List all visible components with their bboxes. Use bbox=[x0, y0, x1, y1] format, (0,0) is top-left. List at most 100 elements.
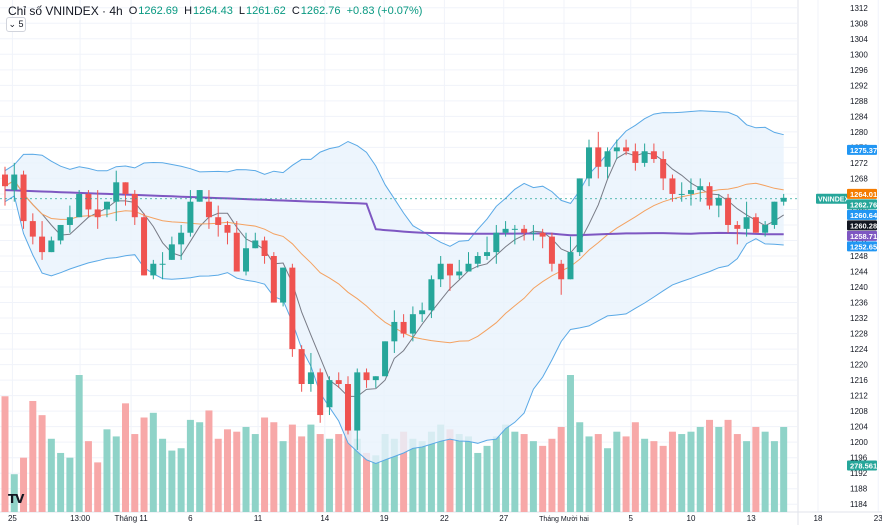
volume-bar bbox=[427, 431, 435, 512]
volume-bar bbox=[307, 424, 315, 512]
y-tick-label: 1268 bbox=[850, 174, 868, 183]
volume-bar bbox=[613, 431, 621, 512]
candle-body bbox=[150, 263, 157, 276]
price-axis-label bbox=[847, 230, 877, 241]
candle-body bbox=[465, 263, 472, 272]
candle-body bbox=[113, 182, 120, 202]
y-tick-label: 1188 bbox=[850, 485, 868, 494]
volume-bar bbox=[594, 434, 602, 512]
candle-body bbox=[363, 372, 370, 381]
price-axis-label-text: 1260.28 bbox=[850, 221, 877, 230]
candle-body bbox=[762, 224, 769, 233]
candle-body bbox=[168, 244, 175, 260]
price-axis-label-text: 1260.64 bbox=[850, 211, 878, 220]
volume-bar bbox=[539, 445, 547, 512]
candle-body bbox=[558, 263, 565, 280]
candle-body bbox=[344, 384, 351, 431]
candle-body bbox=[446, 263, 453, 276]
candle-body bbox=[697, 186, 704, 191]
volume-bar bbox=[1, 396, 9, 512]
candle-body bbox=[780, 197, 787, 202]
volume-bar bbox=[29, 400, 37, 512]
candle-body bbox=[289, 267, 296, 350]
volume-bar bbox=[149, 412, 157, 512]
y-tick-label: 1240 bbox=[850, 283, 868, 292]
y-tick-label: 1184 bbox=[850, 500, 868, 509]
candle-body bbox=[57, 224, 64, 241]
candle-body bbox=[530, 232, 537, 234]
tradingview-logo[interactable]: TV bbox=[8, 492, 24, 506]
volume-bar bbox=[103, 429, 111, 512]
volume-bar bbox=[696, 426, 704, 512]
candle-body bbox=[484, 252, 491, 256]
candle-body bbox=[141, 217, 148, 276]
candle-body bbox=[307, 372, 314, 384]
volume-bar bbox=[66, 457, 74, 512]
x-tick-label: 13:00 bbox=[70, 514, 91, 523]
volume-bar bbox=[251, 434, 259, 512]
candle-body bbox=[428, 279, 435, 311]
high-value: 1264.43 bbox=[193, 5, 233, 17]
candle-body bbox=[326, 380, 333, 408]
chart-legend: Chỉ số VNINDEX · 4h O1262.69 H1264.43 L1… bbox=[8, 4, 425, 18]
y-tick-label: 1224 bbox=[850, 345, 868, 354]
volume-bar bbox=[557, 426, 565, 512]
y-tick-label: 1236 bbox=[850, 299, 868, 308]
candle-body bbox=[752, 217, 759, 233]
volume-bar bbox=[38, 415, 46, 512]
y-tick-label: 1228 bbox=[850, 330, 868, 339]
x-tick-label: 23 bbox=[874, 514, 882, 523]
volume-bar bbox=[733, 434, 741, 512]
x-tick-label: 25 bbox=[8, 514, 17, 523]
x-tick-label: 18 bbox=[814, 514, 823, 523]
candle-body bbox=[493, 232, 500, 253]
x-tick-label: 5 bbox=[628, 514, 633, 523]
price-axis-label-text: 1275.37 bbox=[850, 146, 877, 155]
symbol-title[interactable]: Chỉ số VNINDEX · 4h bbox=[8, 4, 123, 18]
candle-body bbox=[660, 159, 667, 179]
volume-bar bbox=[316, 434, 324, 512]
volume-bar bbox=[390, 438, 398, 512]
change-value: +0.83 (+0.07%) bbox=[346, 5, 423, 17]
volume-bar bbox=[492, 436, 500, 512]
candle-body bbox=[354, 372, 361, 431]
price-axis-label bbox=[847, 144, 877, 155]
volume-bar bbox=[761, 431, 769, 512]
candle-body bbox=[372, 376, 379, 381]
candle-body bbox=[122, 182, 129, 194]
candle-body bbox=[669, 178, 676, 194]
volume-bar bbox=[205, 410, 213, 512]
volume-bar bbox=[585, 436, 593, 512]
candle-body bbox=[224, 224, 231, 233]
volume-bar bbox=[381, 434, 389, 512]
candle-body bbox=[261, 240, 268, 256]
candle-body bbox=[298, 349, 305, 384]
collapse-indicators-button[interactable]: ⌄ 5 bbox=[6, 17, 26, 32]
volume-bar bbox=[743, 441, 751, 512]
y-tick-label: 1204 bbox=[850, 423, 868, 432]
volume-bar bbox=[75, 375, 83, 512]
volume-bar bbox=[437, 424, 445, 512]
y-tick-label: 1212 bbox=[850, 392, 868, 401]
volume-bar bbox=[446, 429, 454, 512]
y-tick-label: 1208 bbox=[850, 407, 868, 416]
open-label: O bbox=[128, 5, 138, 17]
candle-body bbox=[641, 151, 648, 163]
volume-bar bbox=[112, 436, 120, 512]
open-value: 1262.69 bbox=[138, 5, 179, 17]
y-tick-label: 1292 bbox=[850, 81, 868, 90]
volume-bar bbox=[520, 434, 528, 512]
candle-body bbox=[215, 217, 222, 225]
price-axis-label-text: 1262.76 bbox=[850, 200, 877, 209]
candle-body bbox=[382, 341, 389, 377]
price-axis-label-text: 278.561M bbox=[850, 461, 882, 470]
volume-bar bbox=[752, 426, 760, 512]
x-tick-label: Tháng Mười hai bbox=[539, 516, 589, 523]
x-tick-label: 6 bbox=[188, 514, 193, 523]
y-tick-label: 1196 bbox=[850, 454, 868, 463]
candle-body bbox=[48, 240, 55, 253]
candle-body bbox=[243, 248, 250, 272]
volume-bar bbox=[465, 436, 472, 512]
volume-bar bbox=[335, 434, 343, 512]
